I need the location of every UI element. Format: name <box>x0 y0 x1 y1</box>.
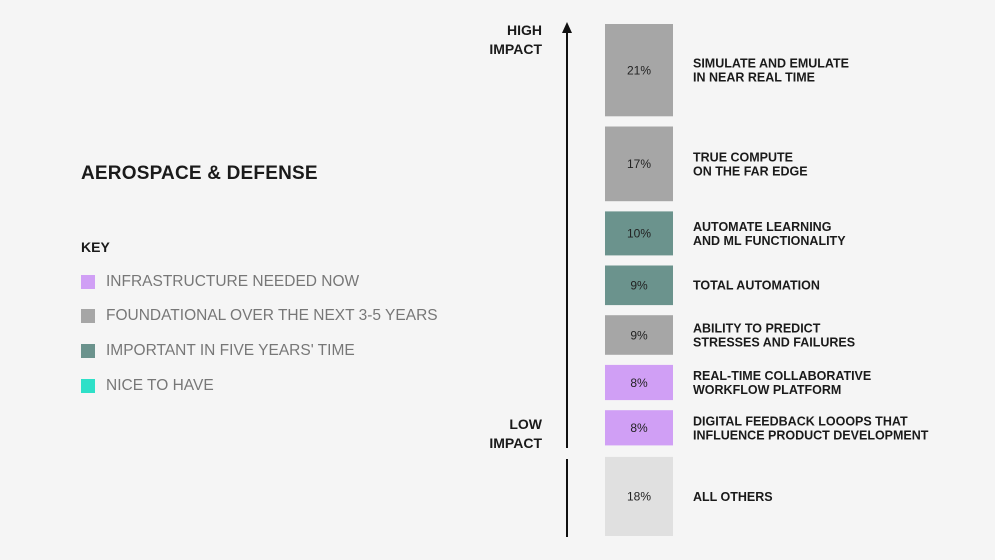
bar <box>605 364 673 401</box>
key-heading: KEY <box>81 239 110 255</box>
key-label: FOUNDATIONAL OVER THE NEXT 3-5 YEARS <box>106 307 438 324</box>
key-label: NICE TO HAVE <box>106 377 214 394</box>
key-swatch <box>81 309 95 323</box>
key-swatch <box>81 379 95 393</box>
bar <box>605 211 673 256</box>
key-swatch <box>81 344 95 358</box>
axis-label-low-impact: LOW IMPACT <box>489 415 542 453</box>
bar <box>605 126 673 202</box>
bar-value-label: 9% <box>630 328 648 342</box>
bar-category-label: ABILITY TO PREDICT <box>693 322 821 336</box>
chart-title: AEROSPACE & DEFENSE <box>81 163 318 184</box>
bar <box>605 315 673 355</box>
impact-axis <box>562 22 572 537</box>
bar <box>605 24 673 117</box>
bar-value-label: 9% <box>630 279 648 293</box>
bar-category-label: AND ML FUNCTIONALITY <box>693 234 846 248</box>
bar-category-label: AUTOMATE LEARNING <box>693 220 831 234</box>
bar-category-label: TRUE COMPUTE <box>693 150 793 164</box>
bar-category-label: REAL-TIME COLLABORATIVE <box>693 369 871 383</box>
axis-label-line: IMPACT <box>489 435 542 451</box>
bar-category-label: TOTAL AUTOMATION <box>693 279 820 293</box>
bar-category-label: INFLUENCE PRODUCT DEVELOPMENT <box>693 428 929 442</box>
bar <box>605 410 673 446</box>
bar-category-label: ALL OTHERS <box>693 490 773 504</box>
arrow-up-icon <box>562 22 572 33</box>
key-label: INFRASTRUCTURE NEEDED NOW <box>106 273 360 290</box>
bar-value-label: 8% <box>630 376 648 390</box>
key-swatch <box>81 275 95 289</box>
bar-category-label: SIMULATE AND EMULATE <box>693 57 849 71</box>
bar-value-label: 18% <box>627 490 651 504</box>
axis-label-line: LOW <box>509 416 542 432</box>
bar <box>605 265 673 306</box>
axis-label-line: HIGH <box>507 22 542 38</box>
bar-value-label: 8% <box>630 421 648 435</box>
bar-value-label: 17% <box>627 157 651 171</box>
axis-label-high-impact: HIGH IMPACT <box>489 21 542 59</box>
key-label: IMPORTANT IN FIVE YEARS' TIME <box>106 342 355 359</box>
bar-value-label: 21% <box>627 64 651 78</box>
bar-category-label: IN NEAR REAL TIME <box>693 71 815 85</box>
bar-category-label: ON THE FAR EDGE <box>693 164 808 178</box>
bar <box>605 456 673 536</box>
axis-label-line: IMPACT <box>489 41 542 57</box>
bar-value-label: 10% <box>627 227 651 241</box>
bar-category-label: DIGITAL FEEDBACK LOOOPS THAT <box>693 414 908 428</box>
bar-category-label: STRESSES AND FAILURES <box>693 336 855 350</box>
bar-category-label: WORKFLOW PLATFORM <box>693 383 841 397</box>
